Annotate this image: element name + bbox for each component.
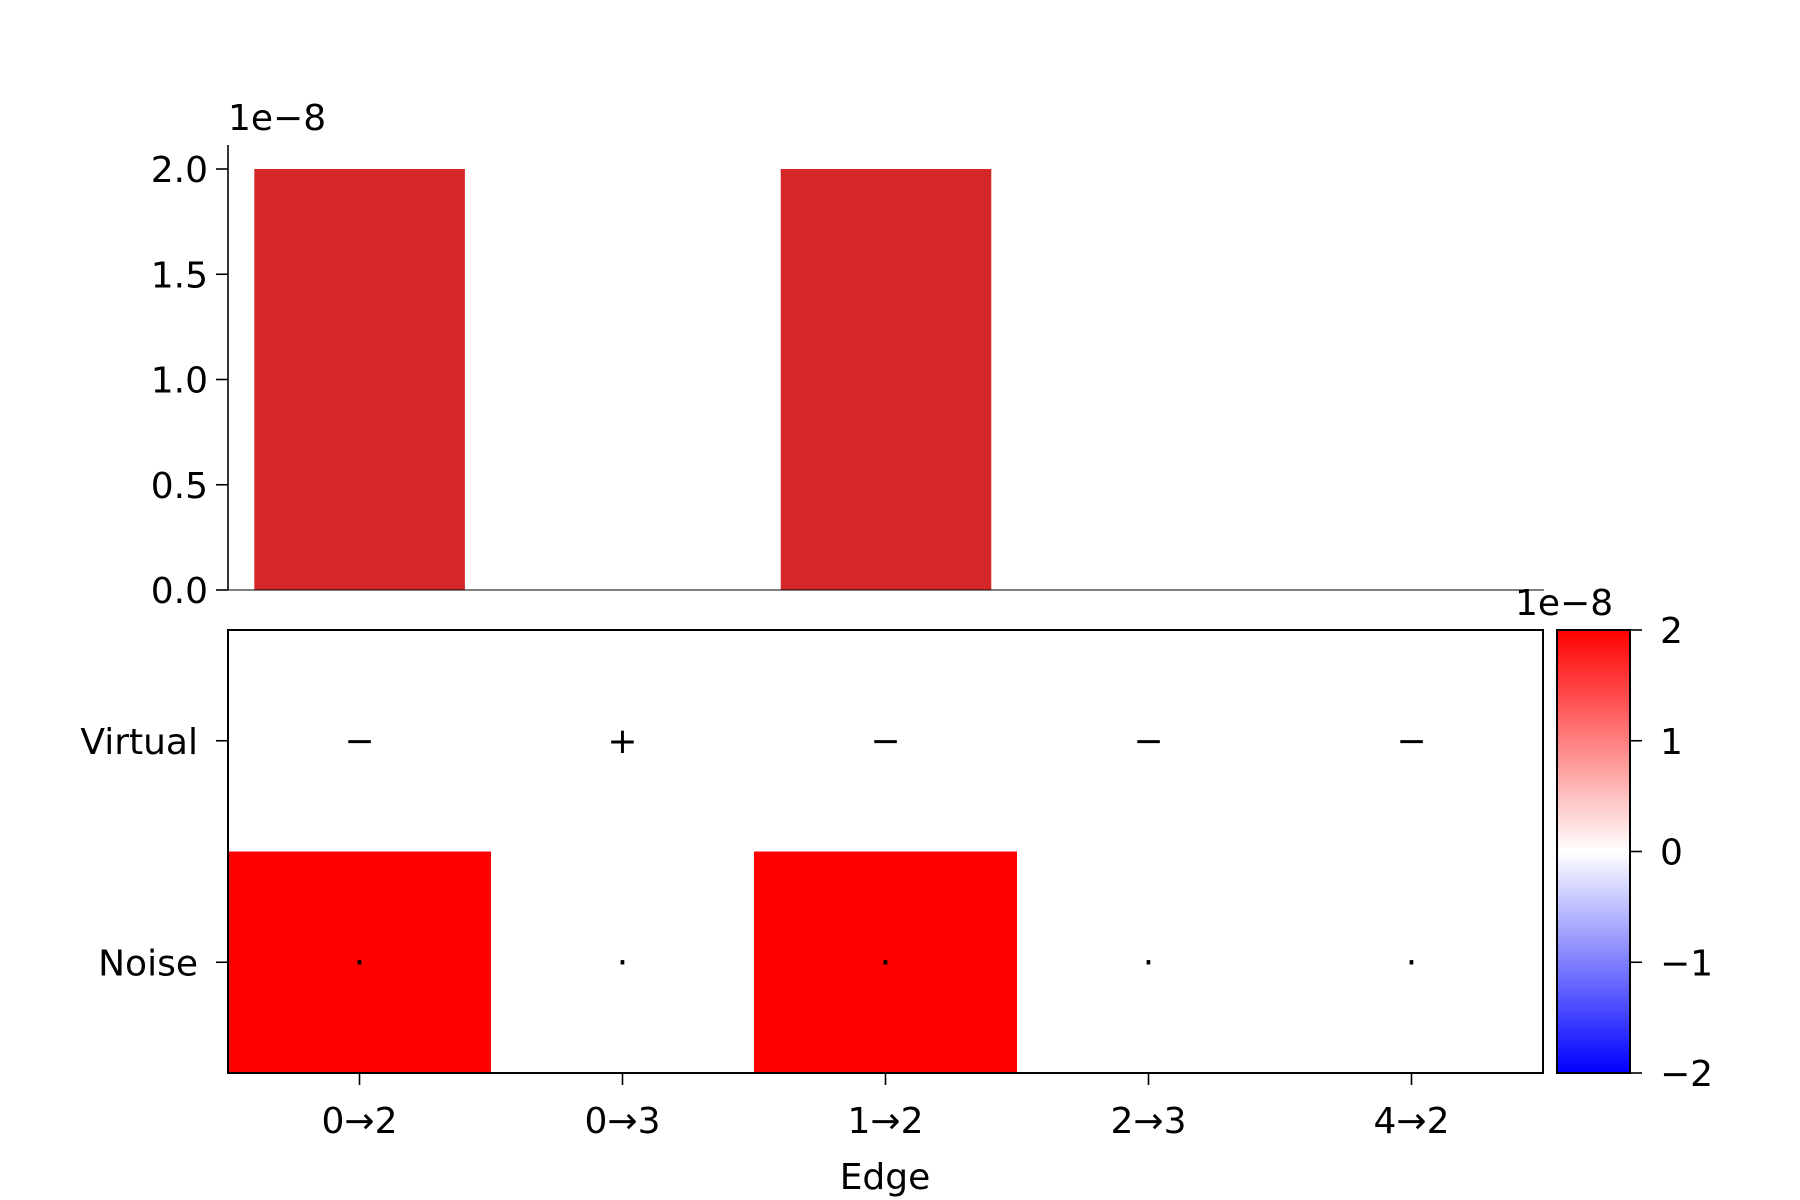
heatmap-cells xyxy=(228,630,1544,1074)
heatmap-y-tick-label: Noise xyxy=(98,943,198,984)
heatmap-annotation: + xyxy=(607,721,637,762)
colorbar: 2 1 0 −1 −2 1e−8 xyxy=(1515,583,1713,1095)
heatmap-annotation: − xyxy=(870,721,900,762)
colorbar-tick-label: −2 xyxy=(1660,1054,1713,1095)
heatmap-annotation: · xyxy=(354,942,365,983)
heatmap-cell-Virtual-2→3 xyxy=(1017,630,1281,852)
bar-y-tick-label: 1.0 xyxy=(151,361,208,402)
bar-y-tick-label: 2.0 xyxy=(151,150,208,191)
heatmap-x-label: Edge xyxy=(840,1157,931,1198)
bar-chart: 0.0 0.5 1.0 1.5 2.0 1e−8 xyxy=(151,98,1544,612)
colorbar-ticks: 2 1 0 −1 −2 xyxy=(1630,611,1713,1095)
bar-1→2 xyxy=(780,169,992,590)
heatmap-annotation: · xyxy=(880,942,891,983)
heatmap-annotation: · xyxy=(1143,942,1154,983)
heatmap-x-tick-label: 2→3 xyxy=(1111,1101,1187,1142)
bar-y-tick-label: 1.5 xyxy=(151,255,208,296)
colorbar-tick-label: 0 xyxy=(1660,833,1683,874)
heatmap-y-tick-label: Virtual xyxy=(80,722,198,763)
heatmap-x-ticks: 0→2 0→3 1→2 2→3 4→2 xyxy=(322,1073,1450,1142)
bar-y-tick-label: 0.5 xyxy=(151,466,208,507)
heatmap-cell-Virtual-4→2 xyxy=(1280,630,1544,852)
heatmap-y-ticks: Virtual Noise xyxy=(80,722,228,984)
heatmap-x-tick-label: 1→2 xyxy=(848,1101,924,1142)
heatmap-cell-Virtual-1→2 xyxy=(754,630,1018,852)
heatmap-annotation: − xyxy=(1133,721,1163,762)
heatmap-cell-Virtual-0→3 xyxy=(491,630,755,852)
colorbar-tick-label: 1 xyxy=(1660,722,1683,763)
heatmap-annotation: − xyxy=(1396,721,1426,762)
heatmap-annotation: · xyxy=(617,942,628,983)
colorbar-offset-label: 1e−8 xyxy=(1515,583,1613,624)
bar-series xyxy=(254,169,992,590)
heatmap-annotations: − + − − − · · · · · xyxy=(344,721,1426,984)
heatmap-x-tick-label: 4→2 xyxy=(1374,1101,1450,1142)
colorbar-tick-label: 2 xyxy=(1660,611,1683,652)
heatmap-x-tick-label: 0→3 xyxy=(585,1101,661,1142)
colorbar-gradient xyxy=(1556,629,1631,1074)
heatmap-cell-Noise-0→2 xyxy=(228,851,492,1074)
heatmap-cell-Noise-2→3 xyxy=(1017,851,1281,1074)
heatmap-cell-Noise-4→2 xyxy=(1280,851,1544,1074)
heatmap-annotation: − xyxy=(344,721,374,762)
bar-y-tick-label: 0.0 xyxy=(151,571,208,612)
heatmap-x-tick-label: 0→2 xyxy=(322,1101,398,1142)
heatmap-cell-Virtual-0→2 xyxy=(228,630,492,852)
heatmap: − + − − −· · · · · 0→2 0→3 1→2 2→3 4→2 VirtualNoise … xyxy=(80,629,1544,1198)
heatmap-cell-Noise-0→3 xyxy=(491,851,755,1074)
heatmap-annotation: · xyxy=(1406,942,1417,983)
bar-y-ticks: 0.0 0.5 1.0 1.5 2.0 xyxy=(151,150,228,612)
bar-0→2 xyxy=(254,169,465,590)
heatmap-cell-Noise-1→2 xyxy=(754,851,1018,1074)
bar-y-offset-label: 1e−8 xyxy=(228,98,326,139)
colorbar-tick-label: −1 xyxy=(1660,943,1713,984)
